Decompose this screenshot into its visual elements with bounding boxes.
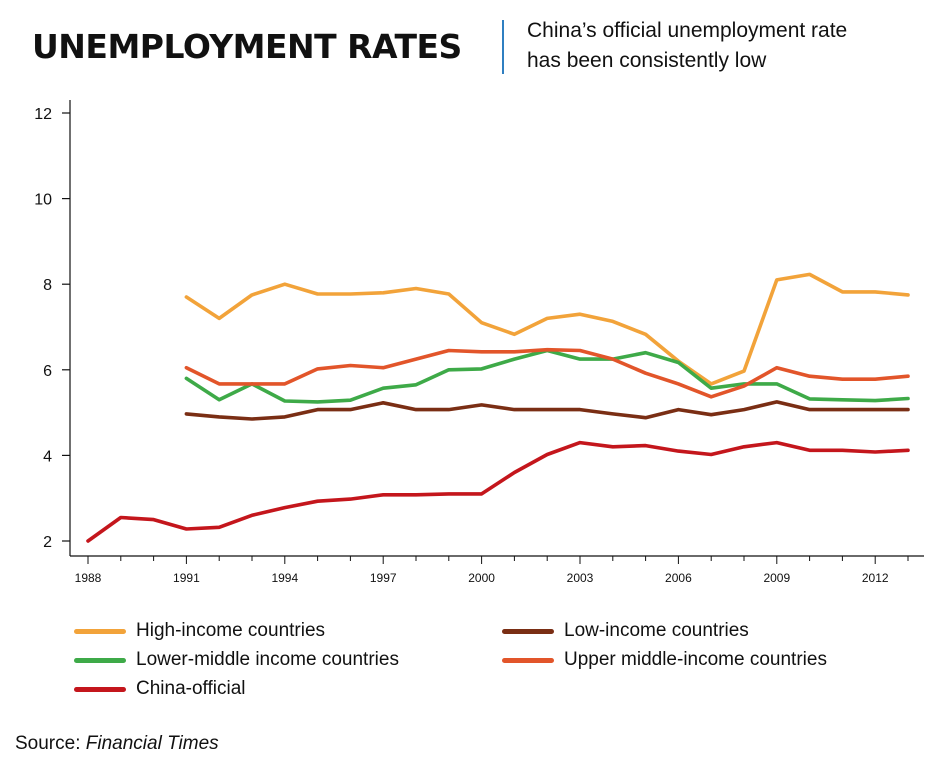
legend-label: China-official: [136, 678, 246, 699]
x-tick-label: 1997: [370, 571, 397, 585]
legend-label: Upper middle-income countries: [564, 649, 827, 670]
x-tick-label: 1988: [75, 571, 102, 585]
legend-swatch: [502, 628, 554, 634]
x-tick-label: 2003: [567, 571, 594, 585]
y-tick-label: 2: [43, 534, 52, 551]
chart-subtitle: China’s official unemployment rate has b…: [527, 16, 937, 76]
series-line-low-income-countries: [184, 400, 910, 421]
subtitle-line-2: has been consistently low: [527, 49, 767, 72]
x-axis: 1988 1991 1994 1997 2000 2003 2006 2009 2012: [70, 555, 924, 585]
x-tick-label: 2009: [763, 571, 790, 585]
legend-label: High-income countries: [136, 620, 326, 641]
legend-item: Low-income countries: [502, 619, 749, 643]
legend-swatch: [502, 657, 554, 663]
legend-label: Low-income countries: [564, 620, 749, 641]
source-name: Financial Times: [85, 733, 219, 754]
series-line-high-income-countries: [184, 272, 910, 386]
title-divider: [502, 20, 504, 74]
legend-swatch: [74, 628, 126, 634]
y-tick-label: 12: [34, 106, 52, 123]
legend-item: Upper middle-income countries: [502, 648, 827, 672]
source-note: Source: Financial Times: [15, 733, 219, 755]
legend-item: High-income countries: [74, 619, 325, 643]
x-tick-label: 1994: [271, 571, 298, 585]
x-tick-label: 2012: [862, 571, 889, 585]
y-tick-label: 10: [34, 192, 52, 209]
legend-label: Lower-middle income countries: [136, 649, 399, 670]
source-label: Source:: [15, 733, 86, 754]
series-lines: [86, 272, 910, 543]
x-tick-label: 2006: [665, 571, 692, 585]
x-tick-label: 1991: [173, 571, 200, 585]
legend-swatch: [74, 686, 126, 692]
legend-item: Lower-middle income countries: [74, 648, 399, 672]
series-line-china-official: [86, 440, 910, 543]
series-line-lower-middle-income-countries: [184, 348, 910, 404]
y-axis: 2 4 6 8 10 12: [34, 100, 71, 556]
y-tick-label: 4: [43, 448, 52, 465]
y-tick-label: 6: [43, 363, 52, 380]
x-tick-label: 2000: [468, 571, 495, 585]
legend-item: China-official: [74, 677, 245, 701]
series-line-upper-middle-income-countries: [184, 347, 910, 399]
y-tick-label: 8: [43, 277, 52, 294]
line-chart: 2 4 6 8 10 12 1988 1991 1994 1997 2000 2003 2006 200…: [34, 100, 924, 585]
subtitle-line-1: China’s official unemployment rate: [527, 19, 848, 42]
chart-title: UNEMPLOYMENT RATES: [32, 27, 462, 66]
legend-swatch: [74, 657, 126, 663]
